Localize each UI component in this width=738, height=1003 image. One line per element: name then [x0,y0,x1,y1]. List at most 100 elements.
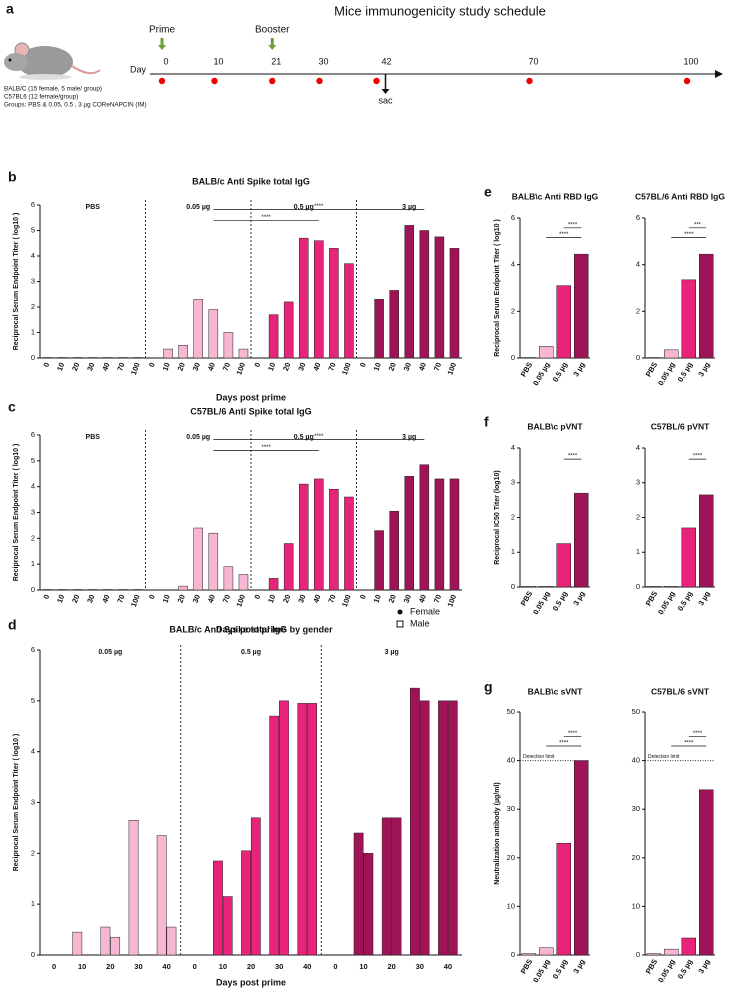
legend-marker [396,620,404,628]
x-tick-label: 40 [417,361,428,372]
x-tick-label: 0.05 µg [656,589,677,616]
bar [374,299,384,359]
significance-label: **** [261,215,271,221]
day-number: 10 [213,56,223,66]
bar [556,285,571,359]
group-label: 0.5 µg [294,434,314,441]
x-tick-label: 40 [311,361,322,372]
bar [404,476,415,591]
bar [664,948,679,956]
x-tick-label: 70 [221,593,232,604]
x-tick-label: PBS [644,957,660,975]
x-tick-label: 40 [444,962,452,971]
y-tick-label: 0 [636,353,640,362]
bar [208,532,219,591]
x-tick-label: 40 [303,962,311,971]
x-tick-label: 20 [281,361,292,372]
x-tick-label: PBS [519,360,535,378]
bar [646,586,661,588]
bar [193,527,204,591]
bar [404,225,415,359]
group-note: C57BL6 (12 female/group) [4,94,78,101]
y-tick-label: 6 [511,213,515,222]
bar [521,586,536,588]
x-tick-label: 0 [252,361,262,368]
bar [241,850,251,956]
significance-label: **** [684,232,694,238]
chart-title: C57BL/6 Anti Spike total IgG [190,406,311,416]
bar [391,817,402,956]
bar [521,357,536,359]
group-label: 0.05 µg [186,434,210,441]
x-tick-label: 70 [221,361,232,372]
x-tick-label: 10 [266,361,277,372]
bar [57,357,68,359]
bar [438,700,448,956]
x-tick-label: 100 [129,593,142,608]
y-tick-label: 1 [31,327,35,336]
x-tick-label: 100 [129,361,142,376]
legend-marker [397,609,403,615]
bar [363,853,374,956]
chart-title: BALB/c Anti Spike total IgG by gender [169,624,333,634]
y-tick-label: 0 [636,950,640,959]
bar [434,478,445,591]
y-tick-label: 3 [31,276,35,285]
y-tick-label: 20 [507,853,515,862]
y-tick-label: 5 [31,225,35,234]
bar [699,789,714,956]
y-tick-label: 5 [31,696,35,705]
y-tick-label: 4 [636,260,640,269]
y-axis-label: Reciprocal Serum Endpoint Titer ( log10 … [494,219,501,357]
chart-title: C57BL/6 sVNT [651,686,710,696]
group-note: BALB/C (15 female, 5 male/ group) [4,86,102,93]
significance-label: **** [568,222,578,228]
x-tick-label: 10 [55,593,66,604]
x-tick-label: 20 [70,593,81,604]
bar [344,496,354,591]
bar [57,589,68,591]
x-axis-label: Days post prime [216,977,286,987]
arrow-head [268,45,277,50]
bar [163,348,173,359]
chart-title: C57BL/6 Anti RBD IgG [635,191,725,201]
significance-label: **** [314,204,324,210]
bar [449,248,460,359]
y-axis-label: Reciprocal Serum Endpoint Titer ( log10 … [13,444,20,582]
x-tick-label: 0 [147,593,157,600]
x-tick-label: 0.5 µg [551,957,570,980]
x-tick-label: 3 µg [696,589,712,607]
y-tick-label: 4 [31,747,35,756]
bar [238,348,249,359]
y-tick-label: 4 [511,260,515,269]
x-tick-label: 3 µg [696,957,712,975]
bar [419,700,430,956]
y-tick-label: 2 [636,512,640,521]
bleed-dot [373,77,380,85]
significance-label: **** [693,731,703,737]
y-tick-label: 3 [31,507,35,516]
bar [268,314,279,359]
x-tick-label: 100 [234,361,247,376]
group-label: 0.05 µg [186,204,210,211]
bar [72,931,83,956]
x-tick-label: PBS [644,589,660,607]
bar [297,703,308,956]
y-tick-label: 6 [31,645,35,654]
bar [664,586,679,588]
bar [156,835,167,956]
bar [314,240,324,359]
x-tick-label: 10 [359,962,367,971]
bleed-dot [269,77,276,85]
chart-title: BALB/c Anti Spike total IgG [192,176,310,186]
group-label: 0.05 µg [98,649,122,656]
group-label: 3 µg [385,649,399,656]
x-tick-label: 100 [445,593,458,608]
x-tick-label: 3 µg [571,360,587,378]
y-tick-label: 1 [636,547,640,556]
bar [298,483,309,591]
x-tick-label: 30 [402,593,413,604]
group-label: 3 µg [402,204,416,211]
x-tick-label: 40 [311,593,322,604]
